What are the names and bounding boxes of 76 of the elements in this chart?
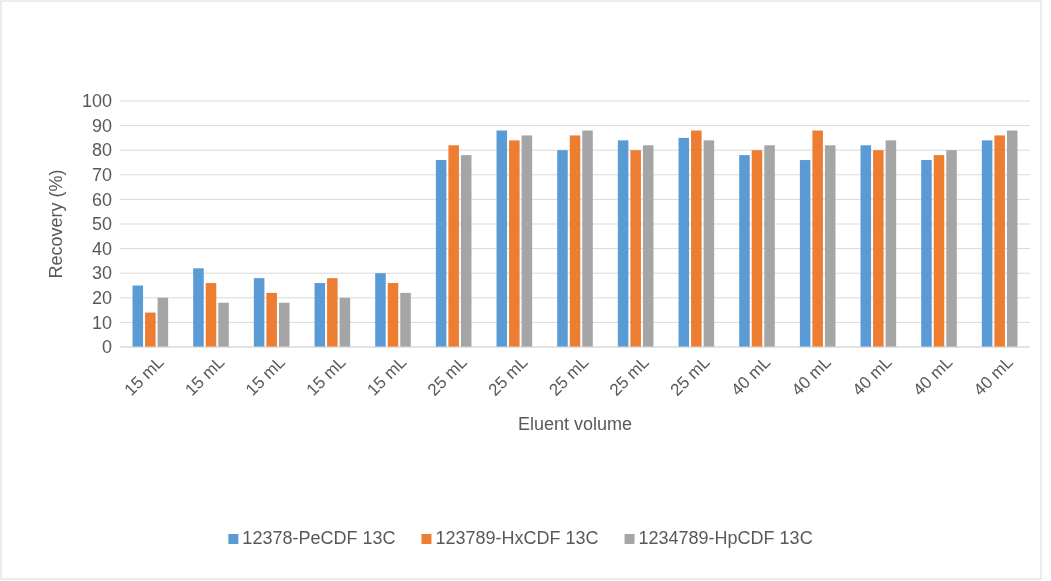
x-tick-label: 40 mL <box>848 352 896 400</box>
bar <box>812 130 823 347</box>
bar <box>193 268 204 347</box>
bar <box>266 292 277 347</box>
bar <box>339 297 351 347</box>
x-tick-label: 40 mL <box>909 352 957 400</box>
y-tick-label: 90 <box>91 115 112 136</box>
x-tick-label: 40 mL <box>969 352 1017 400</box>
bar <box>327 278 338 347</box>
bar <box>582 130 593 347</box>
legend-label: 1234789-HpCDF 13C <box>638 528 813 548</box>
x-tick-label: 15 mL <box>241 352 289 400</box>
bar <box>824 145 836 347</box>
bar <box>764 145 775 347</box>
y-tick-label: 70 <box>91 165 112 186</box>
bar <box>278 302 290 347</box>
bar <box>145 312 156 347</box>
bar <box>703 140 715 347</box>
y-tick-label: 60 <box>91 189 112 210</box>
bar <box>569 135 581 347</box>
bar <box>460 155 472 347</box>
bar <box>933 155 945 347</box>
bar <box>521 135 533 347</box>
bar <box>132 285 144 347</box>
bar <box>218 302 229 347</box>
bar <box>617 140 629 347</box>
bar <box>739 155 750 347</box>
x-axis-title: Eluent volume <box>517 414 633 434</box>
bar <box>860 145 872 347</box>
bar <box>630 150 641 347</box>
bar <box>921 160 932 347</box>
bar <box>981 140 993 347</box>
y-tick-label: 80 <box>91 140 112 161</box>
x-tick-label: 25 mL <box>545 352 593 400</box>
y-tick-label: 50 <box>91 214 112 235</box>
bar <box>642 145 654 347</box>
bar <box>946 150 957 347</box>
bar <box>205 283 217 347</box>
legend-label: 12378-PeCDF 13C <box>242 528 396 548</box>
bar <box>400 292 411 347</box>
bar <box>557 150 568 347</box>
bar <box>448 145 459 347</box>
bar <box>885 140 897 347</box>
bar <box>1006 130 1018 347</box>
x-tick-label: 25 mL <box>666 352 714 400</box>
bar <box>678 137 690 347</box>
x-tick-label: 15 mL <box>302 352 350 400</box>
x-tick-label: 25 mL <box>423 352 471 400</box>
bar <box>253 278 265 347</box>
x-tick-label: 15 mL <box>120 352 168 400</box>
x-tick-label: 25 mL <box>605 352 653 400</box>
y-tick-label: 100 <box>81 91 112 112</box>
bar <box>314 283 326 347</box>
bar <box>509 140 520 347</box>
bar <box>691 130 702 347</box>
x-tick-label: 15 mL <box>363 352 411 400</box>
y-tick-label: 40 <box>91 238 112 259</box>
y-tick-label: 10 <box>91 312 112 333</box>
bar <box>496 130 508 347</box>
bar <box>387 283 399 347</box>
bar <box>994 135 1005 347</box>
bar <box>435 160 447 347</box>
legend-label: 123789-HxCDF 13C <box>435 528 599 548</box>
y-tick-label: 0 <box>101 337 112 358</box>
bar <box>157 297 169 347</box>
bar <box>873 150 884 347</box>
y-tick-label: 20 <box>91 288 112 309</box>
x-tick-label: 15 mL <box>181 352 229 400</box>
y-tick-label: 30 <box>91 263 112 284</box>
bar <box>751 150 763 347</box>
x-tick-label: 25 mL <box>484 352 532 400</box>
x-tick-label: 40 mL <box>727 352 775 400</box>
bar <box>375 273 386 347</box>
bar <box>799 160 811 347</box>
x-tick-label: 40 mL <box>787 352 835 400</box>
y-axis-title: Recovery (%) <box>46 169 66 279</box>
